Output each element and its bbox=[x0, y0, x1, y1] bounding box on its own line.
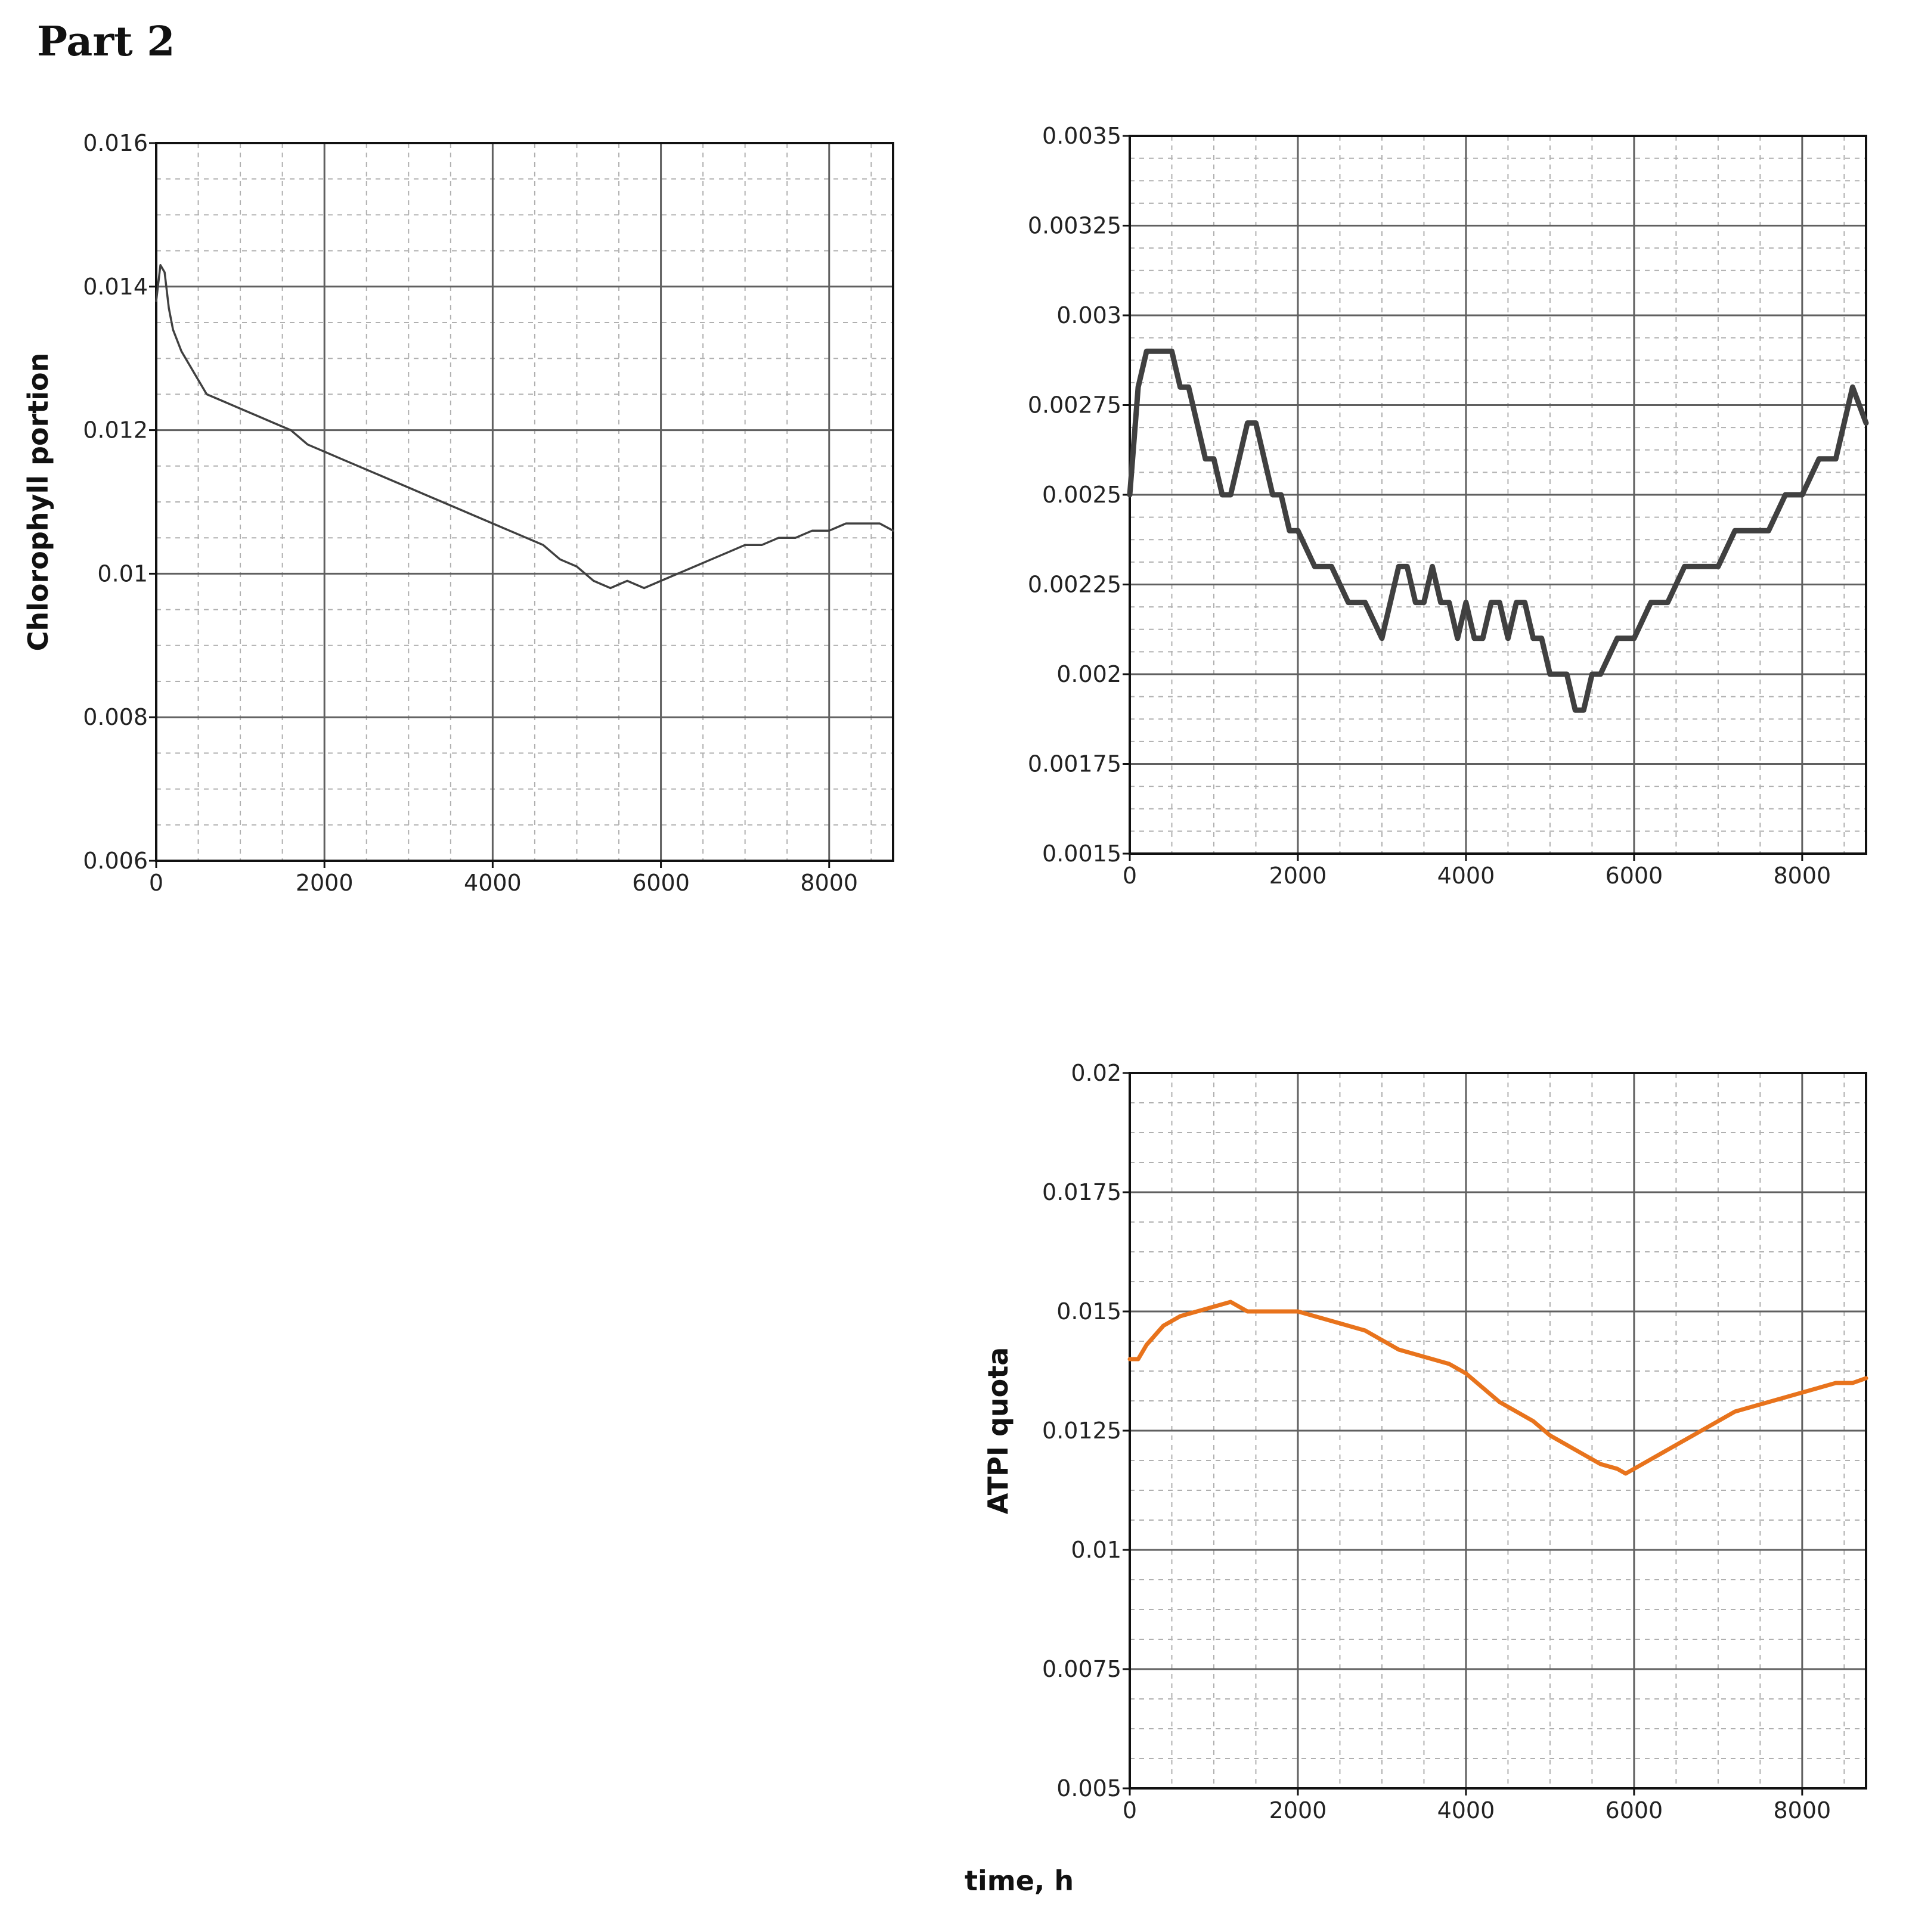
y-axis-title: ATPI quota bbox=[982, 1347, 1014, 1515]
shared-x-axis-title: time, h bbox=[965, 1865, 1074, 1897]
y-tick-label: 0.003 bbox=[1056, 302, 1121, 328]
series-line bbox=[1127, 348, 1869, 713]
series-line bbox=[155, 263, 894, 590]
y-tick-label: 0.002 bbox=[1056, 661, 1121, 687]
y-tick-label: 0.0075 bbox=[1042, 1656, 1121, 1682]
y-tick-label: 0.015 bbox=[1056, 1298, 1121, 1325]
y-tick-label: 0.0015 bbox=[1042, 841, 1121, 867]
y-tick-label: 0.016 bbox=[83, 130, 148, 156]
major-grid bbox=[156, 143, 893, 861]
page-title: Part 2 bbox=[37, 18, 175, 66]
x-tick-label: 6000 bbox=[1606, 863, 1663, 889]
y-tick-label: 0.0125 bbox=[1042, 1418, 1121, 1444]
y-axis-title: Chlorophyll portion bbox=[22, 353, 54, 652]
chart-chlorophyll-portion: 0 2000 4000 6000 8000 0.006 0.008 0.01 0.012 0.01… bbox=[22, 130, 894, 896]
y-tick-label: 0.0035 bbox=[1042, 123, 1121, 149]
y-tick-label: 0.006 bbox=[83, 848, 148, 874]
x-tick-label: 0 bbox=[1123, 1797, 1137, 1824]
chart-top-right: 0 2000 4000 6000 8000 0.0015 0.00175 0.002 0.002… bbox=[1028, 123, 1869, 889]
plot-frame bbox=[155, 142, 894, 862]
x-tick-label: 8000 bbox=[1773, 863, 1831, 889]
y-tick-label: 0.014 bbox=[83, 274, 148, 300]
x-tick-label: 4000 bbox=[464, 870, 522, 896]
x-tick-label: 8000 bbox=[1773, 1797, 1831, 1824]
major-grid bbox=[1130, 136, 1866, 854]
x-tick-label: 4000 bbox=[1437, 1797, 1495, 1824]
x-tick-label: 6000 bbox=[632, 870, 690, 896]
x-tick-label: 0 bbox=[149, 870, 163, 896]
x-tick-label: 6000 bbox=[1606, 1797, 1663, 1824]
major-grid bbox=[1130, 1073, 1866, 1788]
series-line bbox=[1127, 1300, 1868, 1476]
x-tick-label: 2000 bbox=[1269, 1797, 1327, 1824]
y-tick-label: 0.0025 bbox=[1042, 482, 1121, 508]
y-tick-label: 0.00275 bbox=[1028, 392, 1121, 418]
y-tick-label: 0.0175 bbox=[1042, 1179, 1121, 1205]
x-tick-label: 0 bbox=[1123, 863, 1137, 889]
y-tick-label: 0.00175 bbox=[1028, 751, 1121, 777]
y-tick-label: 0.008 bbox=[83, 704, 148, 730]
x-tick-label: 2000 bbox=[1269, 863, 1327, 889]
y-tick-label: 0.005 bbox=[1056, 1775, 1121, 1801]
x-tick-label: 4000 bbox=[1437, 863, 1495, 889]
y-tick-label: 0.02 bbox=[1071, 1060, 1121, 1086]
y-tick-label: 0.012 bbox=[83, 417, 148, 444]
y-tick-label: 0.01 bbox=[1071, 1537, 1121, 1563]
x-tick-label: 2000 bbox=[296, 870, 354, 896]
y-tick-label: 0.01 bbox=[97, 560, 148, 587]
y-tick-label: 0.00325 bbox=[1028, 213, 1121, 239]
chart-atpi-quota: 0 2000 4000 6000 8000 0.005 0.0075 0.01 0.0125 0.… bbox=[982, 1060, 1868, 1824]
y-tick-label: 0.00225 bbox=[1028, 572, 1121, 598]
minor-grid bbox=[1130, 136, 1866, 854]
x-tick-label: 8000 bbox=[800, 870, 858, 896]
minor-grid bbox=[156, 143, 893, 861]
